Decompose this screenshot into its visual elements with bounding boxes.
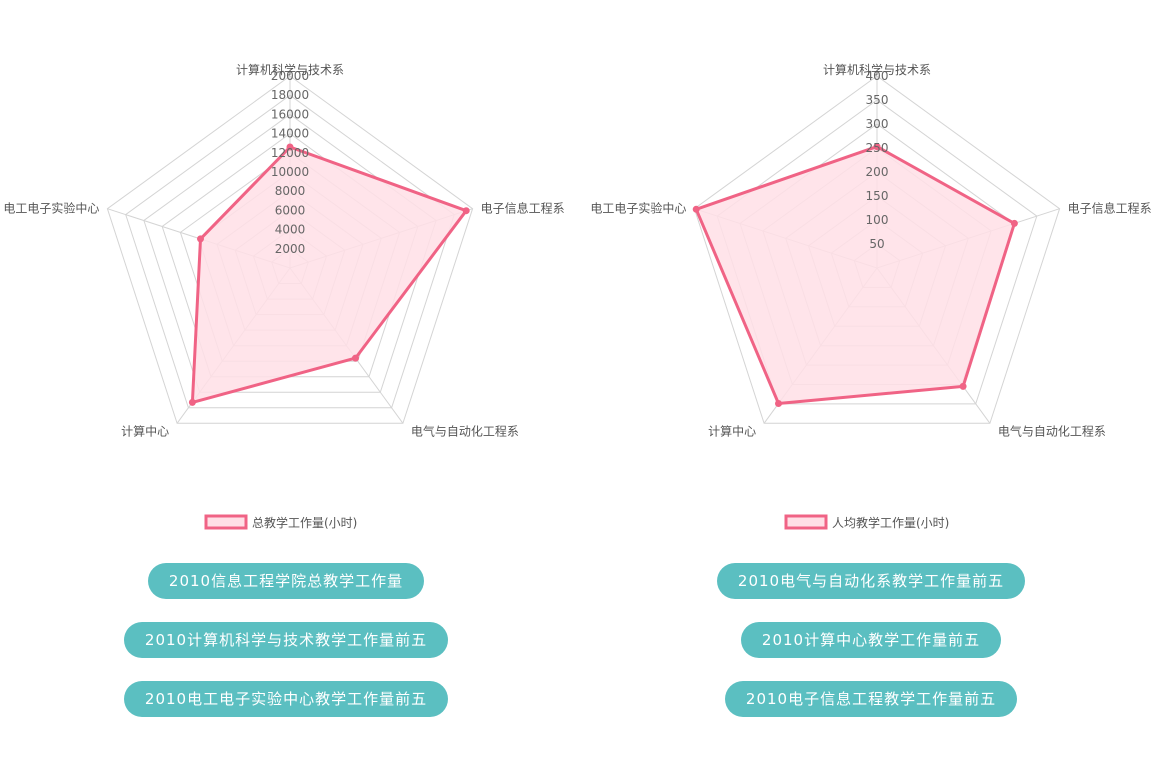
electrical-top5-button[interactable]: 2010电气与自动化系教学工作量前五	[717, 563, 1025, 599]
data-point	[959, 382, 967, 390]
tick-label: 2000	[275, 242, 306, 256]
radar-chart-1: 2000 4000 6000 8000 10000 12000 14000 16000 1800…	[3, 62, 564, 530]
axis-label: 电气与自动化工程系	[411, 423, 519, 438]
data-point	[188, 398, 196, 406]
axis-label: 计算机科学与技术系	[823, 62, 931, 77]
data-point	[1010, 219, 1018, 227]
tick-label: 18000	[271, 88, 309, 102]
legend-label: 总教学工作量(小时)	[252, 515, 357, 530]
tick-label: 4000	[275, 223, 306, 237]
axis-label: 电工电子实验中心	[3, 201, 99, 216]
series-area	[694, 145, 1016, 405]
data-point	[692, 205, 700, 213]
tick-label: 300	[866, 117, 889, 131]
tick-label: 16000	[271, 107, 309, 121]
data-point	[286, 143, 294, 151]
tick-label: 12000	[271, 146, 309, 160]
computing-center-top5-button[interactable]: 2010计算中心教学工作量前五	[741, 622, 1001, 658]
grid-ring	[693, 75, 1061, 424]
data-point	[462, 207, 470, 215]
axis-label: 电气与自动化工程系	[998, 423, 1106, 438]
tick-label: 50	[869, 237, 884, 251]
grid-ring	[106, 75, 474, 424]
radar-chart-2: 50100150200250300350400计算机科学与技术系电子信息工程系电…	[590, 62, 1151, 530]
axis-label: 计算中心	[121, 423, 169, 438]
axis-label: 电子信息工程系	[1068, 201, 1152, 216]
legend-swatch	[204, 514, 248, 530]
data-point	[197, 235, 204, 243]
tick-label: 20000	[271, 69, 309, 83]
data-point	[873, 143, 881, 151]
axis-label: 计算机科学与技术系	[236, 62, 344, 77]
tick-label: 250	[866, 141, 889, 155]
tick-label: 10000	[271, 165, 309, 179]
grid-ring	[125, 94, 455, 409]
series-area	[190, 145, 468, 404]
total-workload-button[interactable]: 2010信息工程学院总教学工作量	[148, 563, 424, 599]
axis-label: 电子信息工程系	[481, 201, 565, 216]
tick-label: 6000	[275, 203, 306, 217]
tick-label: 400	[866, 69, 889, 83]
tick-label: 200	[866, 165, 889, 179]
data-point	[352, 354, 359, 362]
data-point	[775, 400, 782, 407]
ee-lab-top5-button[interactable]: 2010电工电子实验中心教学工作量前五	[124, 681, 448, 717]
electronic-info-top5-button[interactable]: 2010电子信息工程教学工作量前五	[725, 681, 1017, 717]
tick-label: 8000	[275, 184, 306, 198]
cs-top5-button[interactable]: 2010计算机科学与技术教学工作量前五	[124, 622, 448, 658]
tick-label: 150	[866, 189, 889, 203]
tick-label: 14000	[271, 127, 309, 141]
tick-label: 100	[866, 213, 889, 227]
axis-label: 计算中心	[708, 423, 756, 438]
legend-label: 人均教学工作量(小时)	[832, 515, 949, 530]
axis-label: 电工电子实验中心	[590, 201, 686, 216]
legend-swatch	[784, 514, 828, 530]
tick-label: 350	[866, 93, 889, 107]
